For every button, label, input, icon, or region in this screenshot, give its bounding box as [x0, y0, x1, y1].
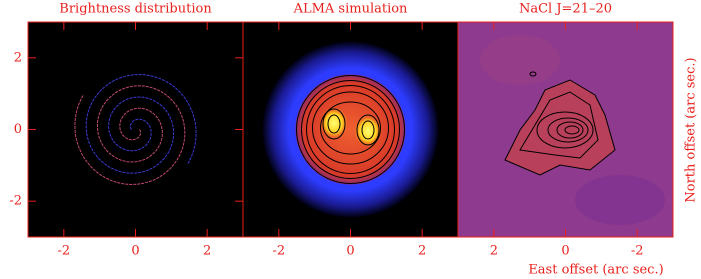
x-tick-label: -2 — [57, 244, 70, 259]
spiral-arm — [85, 73, 197, 174]
y-tick-label: 2 — [14, 50, 22, 65]
x-tick-label: 0 — [346, 244, 354, 259]
panel-title: ALMA simulation — [293, 2, 408, 17]
y-tick-label: -2 — [9, 194, 22, 209]
nacl-image — [458, 22, 673, 237]
brightness-image — [28, 22, 243, 237]
x-tick-label: -2 — [272, 244, 285, 259]
x-tick-label: 2 — [490, 244, 498, 259]
y-axis-label: North offset (arc sec.) — [684, 57, 699, 202]
x-axis-label: East offset (arc sec.) — [528, 263, 663, 278]
x-tick-label: 2 — [203, 244, 211, 259]
x-tick-label: 2 — [418, 244, 426, 259]
x-tick-label: 0 — [561, 244, 569, 259]
alma-image — [243, 22, 458, 237]
panel-title: Brightness distribution — [59, 2, 212, 17]
x-tick-label: 0 — [131, 244, 139, 259]
x-tick-label: -2 — [631, 244, 644, 259]
y-tick-label: 0 — [14, 122, 22, 137]
spiral-arm — [74, 85, 186, 186]
panel-title: NaCl J=21–20 — [519, 2, 612, 17]
